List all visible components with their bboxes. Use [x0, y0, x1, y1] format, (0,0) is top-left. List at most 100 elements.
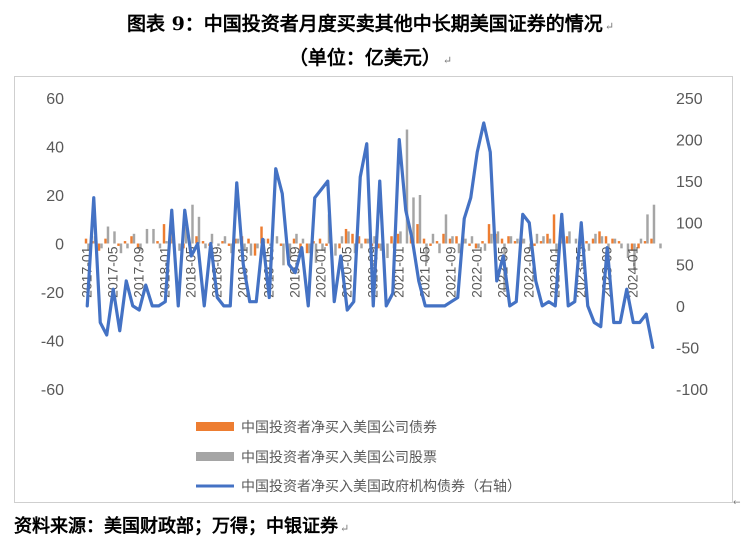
bar-corporate-bonds [552, 214, 556, 244]
x-tick-label: 2022-01 [468, 246, 484, 298]
chart-subtitle: （单位：亿美元） ↵ [0, 43, 741, 70]
line-layer [85, 121, 655, 350]
bar-corporate-bonds [364, 238, 367, 244]
bar-corporate-bonds [598, 231, 601, 244]
bar-corporate-bonds [455, 236, 458, 244]
bar-corporate-stocks [373, 236, 376, 244]
y-left-axis: 60 40 20 0 -20 -40 -60 [41, 91, 64, 399]
bar-corporate-stocks [119, 243, 123, 254]
y-left-tick-label: 60 [46, 91, 64, 108]
bar-corporate-bonds [630, 243, 634, 251]
y-left-tick-label: -40 [41, 334, 64, 351]
bar-corporate-stocks [106, 226, 110, 244]
source-note: 资料来源：美国财政部；万得；中银证券 ↵ [14, 512, 349, 538]
bar-corporate-bonds [279, 243, 283, 246]
bar-corporate-bonds [565, 236, 569, 244]
bar-corporate-stocks [516, 238, 519, 244]
x-tick-label: 2020-01 [312, 246, 328, 298]
bar-corporate-stocks [613, 238, 617, 244]
paragraph-mark-icon: ↵ [340, 522, 350, 535]
bar-corporate-stocks [646, 214, 649, 244]
y-left-tick-label: 40 [46, 140, 64, 157]
bar-corporate-stocks [308, 243, 311, 254]
bar-corporate-bonds [513, 241, 517, 244]
source-text: 资料来源：美国财政部；万得；中银证券 [14, 516, 338, 537]
bar-corporate-bonds [442, 233, 445, 244]
bar-corporate-stocks [340, 236, 344, 244]
bar-corporate-stocks [321, 243, 324, 251]
y-right-tick-label: 0 [676, 299, 685, 316]
bar-corporate-stocks [379, 243, 383, 251]
bar-corporate-stocks [288, 243, 292, 259]
bar-corporate-bonds [448, 238, 452, 244]
bar-corporate-bonds [260, 226, 263, 244]
bar-corporate-stocks [256, 243, 259, 249]
bar-corporate-bonds [266, 238, 270, 244]
bar-corporate-bonds [396, 233, 400, 244]
bar-corporate-bonds [338, 243, 341, 249]
bar-corporate-stocks [626, 243, 630, 259]
bar-corporate-stocks [100, 243, 103, 249]
bar-corporate-stocks [587, 243, 591, 251]
bar-corporate-stocks [470, 236, 474, 244]
bar-corporate-bonds [429, 243, 432, 246]
x-tick-label: 2024-01 [624, 246, 640, 298]
bar-corporate-stocks [568, 231, 571, 244]
bar-corporate-stocks [535, 233, 539, 244]
bar-corporate-stocks [347, 231, 350, 244]
bar-corporate-stocks [431, 233, 435, 244]
bar-corporate-bonds [318, 238, 322, 244]
bar-corporate-stocks [522, 238, 526, 244]
bar-corporate-stocks [620, 243, 623, 249]
bar-corporate-stocks [236, 238, 240, 244]
bar-corporate-stocks [366, 238, 370, 244]
bar-corporate-stocks [282, 243, 285, 266]
bar-corporate-stocks [126, 243, 129, 249]
bar-corporate-stocks [425, 243, 428, 263]
bar-corporate-bonds [507, 236, 510, 244]
bar-corporate-bonds [422, 238, 426, 244]
y-right-tick-label: 50 [676, 257, 694, 274]
bar-corporate-bonds [84, 238, 88, 244]
bar-corporate-bonds [650, 238, 653, 244]
legend: 中国投资者净买入美国公司债券中国投资者净买入美国公司股票中国投资者净买入美国政府… [196, 420, 521, 495]
legend-label: 中国投资者净买入美国政府机构债券（右轴） [241, 479, 521, 495]
x-tick-label: 2017-09 [130, 246, 146, 298]
bar-corporate-bonds [474, 243, 478, 249]
bar-corporate-bonds [136, 243, 140, 249]
bar-corporate-stocks [490, 233, 493, 244]
bar-corporate-bonds [117, 243, 120, 246]
bar-corporate-bonds [377, 243, 380, 249]
y-left-tick-label: 20 [46, 188, 64, 205]
bar-corporate-stocks [464, 238, 467, 244]
bar-corporate-stocks [178, 243, 181, 251]
bar-corporate-bonds [585, 241, 588, 244]
bar-corporate-bonds [487, 224, 491, 244]
bar-corporate-stocks [659, 243, 662, 249]
bar-corporate-bonds [351, 233, 354, 244]
bar-corporate-stocks [555, 243, 558, 254]
y-left-tick-label: -20 [41, 285, 64, 302]
paragraph-mark-icon: ↵ [604, 20, 615, 33]
bar-corporate-stocks [548, 238, 552, 244]
bar-corporate-stocks [360, 243, 363, 249]
bar-corporate-stocks [542, 236, 545, 244]
bar-corporate-stocks [87, 243, 90, 251]
bar-corporate-stocks [633, 243, 636, 271]
bar-corporate-stocks [444, 214, 448, 244]
legend-label: 中国投资者净买入美国公司股票 [241, 450, 437, 466]
bar-corporate-bonds [234, 238, 237, 244]
legend-label: 中国投资者净买入美国公司债券 [241, 420, 437, 436]
bar-corporate-bonds [611, 238, 614, 244]
bar-corporate-stocks [295, 233, 298, 244]
bar-corporate-stocks [204, 243, 207, 249]
bar-corporate-bonds [130, 236, 133, 244]
bar-corporate-stocks [158, 243, 162, 249]
bar-corporate-stocks [477, 243, 480, 249]
bar-corporate-bonds [468, 243, 471, 246]
bar-corporate-bonds [292, 238, 296, 244]
y-right-axis: 250 200 150 100 50 0 -50 -100 [676, 91, 708, 399]
corner-mark-icon: ← [733, 498, 741, 508]
bar-corporate-stocks [334, 243, 337, 256]
